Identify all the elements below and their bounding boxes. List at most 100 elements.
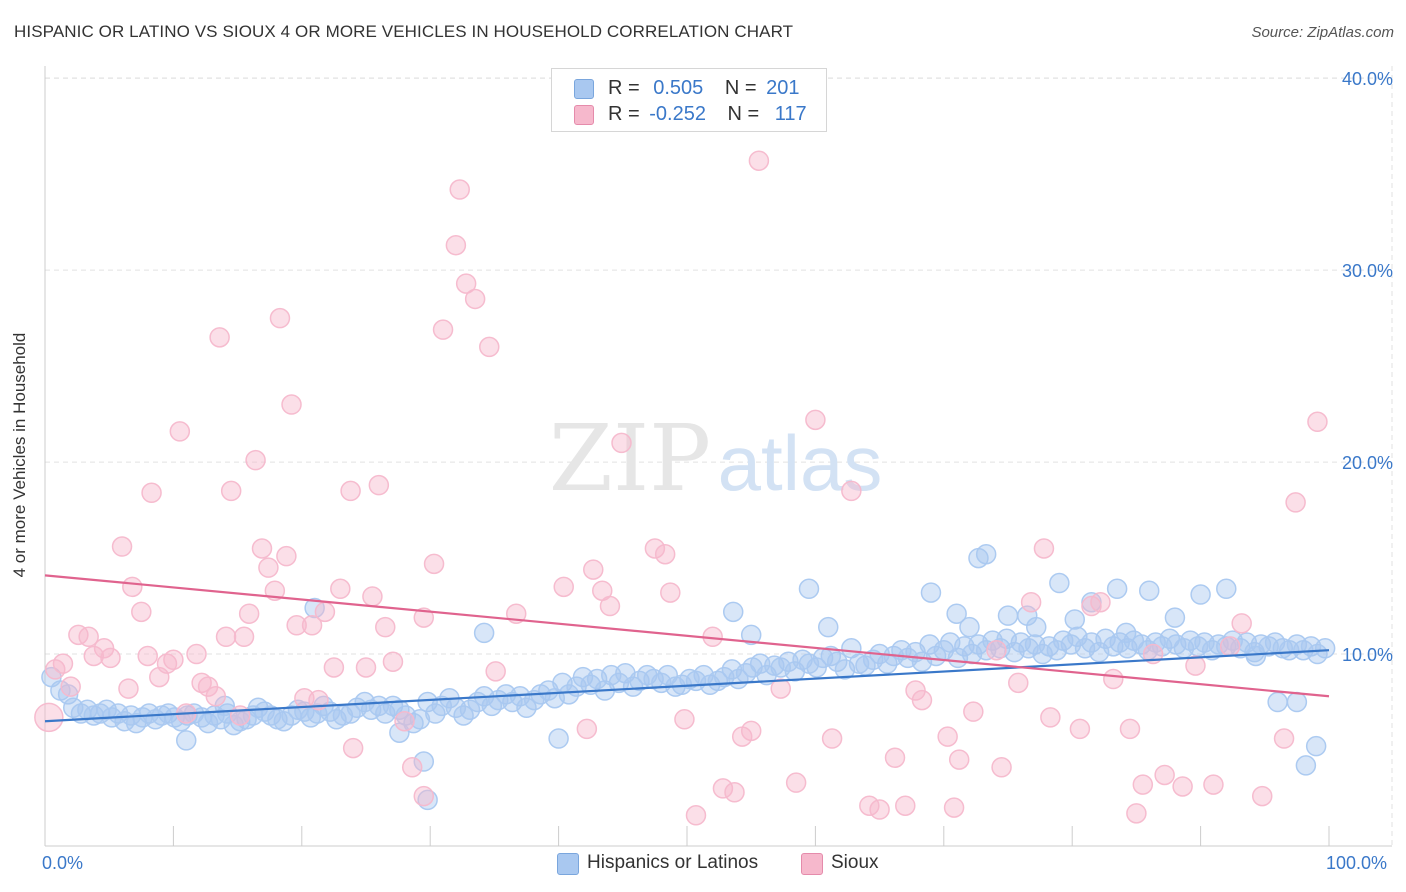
data-point <box>724 782 745 803</box>
data-point <box>281 394 302 415</box>
watermark-atlas: atlas <box>718 419 883 507</box>
data-point <box>163 649 184 671</box>
data-point <box>657 664 678 686</box>
data-point <box>1305 735 1327 757</box>
data-point <box>946 603 967 624</box>
data-point <box>1164 607 1186 628</box>
data-point <box>78 626 99 648</box>
data-point <box>175 730 197 751</box>
source-label: Source: ZipAtlas.com <box>1251 24 1394 41</box>
data-point <box>258 557 279 578</box>
y-tick-labels: 10.0% 20.0% 30.0% 40.0% <box>1342 69 1393 665</box>
data-point <box>122 576 143 598</box>
data-point <box>330 578 351 600</box>
data-point <box>413 751 435 772</box>
data-point <box>937 726 958 747</box>
data-point <box>169 421 191 442</box>
data-point <box>817 616 839 638</box>
data-point <box>1314 638 1336 659</box>
trend-line-hispanic <box>44 649 1330 723</box>
data-point <box>770 678 791 699</box>
data-point <box>1033 538 1055 559</box>
data-point <box>1154 764 1175 786</box>
data-point <box>1132 774 1154 795</box>
data-point <box>1103 668 1124 690</box>
data-point <box>401 757 423 778</box>
data-point <box>553 576 574 598</box>
data-point <box>712 778 734 799</box>
data-point <box>209 327 230 348</box>
data-point <box>1219 636 1241 657</box>
data-point <box>986 639 1007 661</box>
data-point <box>217 703 238 724</box>
bottom-legend-swatch-sioux <box>801 853 823 875</box>
data-point <box>1159 628 1181 649</box>
data-point <box>611 432 632 454</box>
data-point <box>740 624 762 646</box>
x-tick-label-max: 100.0% <box>1326 853 1388 873</box>
bottom-legend-label-hispanic: Hispanics or Latinos <box>587 852 759 873</box>
data-point <box>576 718 598 740</box>
data-point <box>156 653 178 674</box>
data-point <box>164 707 185 728</box>
data-point <box>382 651 404 672</box>
legend-r-value: -0.252 <box>649 103 706 125</box>
data-point <box>362 586 383 607</box>
data-point <box>821 728 843 749</box>
watermark-zip: ZIP <box>549 405 711 512</box>
data-point <box>233 626 255 648</box>
y-tick-label: 10.0% <box>1342 645 1393 665</box>
x-tick-label-min: 0.0% <box>42 853 84 873</box>
data-point <box>1008 672 1029 694</box>
data-point <box>269 307 291 329</box>
data-point <box>1307 411 1328 433</box>
data-point <box>826 651 848 672</box>
data-point <box>622 676 644 697</box>
data-point <box>1020 591 1042 613</box>
data-point <box>137 645 158 667</box>
data-point <box>409 709 431 730</box>
legend-n-label: N = <box>727 103 760 125</box>
data-point <box>943 797 965 818</box>
data-point <box>1025 616 1047 638</box>
data-point <box>1190 584 1211 605</box>
y-tick-label: 40.0% <box>1342 69 1393 89</box>
data-point <box>34 702 64 733</box>
data-point <box>722 601 744 623</box>
data-point <box>251 538 273 559</box>
data-point <box>805 409 826 431</box>
data-point <box>1203 774 1224 795</box>
data-point <box>959 616 980 638</box>
data-point <box>432 319 454 340</box>
legend-n-value: 201 <box>766 77 800 99</box>
data-point <box>558 684 580 705</box>
data-point <box>413 607 435 628</box>
bottom-legend-label-sioux: Sioux <box>831 852 879 873</box>
data-point <box>740 720 762 742</box>
data-point <box>997 605 1019 626</box>
data-point <box>205 686 227 707</box>
data-point <box>245 449 266 471</box>
data-point <box>100 647 121 669</box>
data-point <box>1115 622 1137 644</box>
data-point <box>485 661 506 682</box>
bottom-legend-swatch-hispanic <box>557 853 579 875</box>
legend-r-label: R = <box>608 77 640 99</box>
data-point <box>654 543 676 565</box>
data-point <box>548 728 569 749</box>
data-point <box>300 707 322 728</box>
data-point <box>884 747 906 768</box>
y-tick-label: 20.0% <box>1342 453 1393 473</box>
correlation-legend: R = 0.505 N = 201 R = -0.252 N = 117 <box>551 68 827 132</box>
data-point <box>1285 492 1306 513</box>
data-point <box>1273 728 1295 749</box>
data-point <box>473 622 495 644</box>
data-point <box>991 757 1012 778</box>
data-point <box>423 553 445 575</box>
data-point <box>340 480 361 502</box>
data-point <box>1090 591 1111 613</box>
data-point <box>394 710 415 732</box>
legend-swatch-hispanic <box>574 79 594 99</box>
trend-line-sioux <box>44 574 1330 698</box>
data-point <box>375 616 396 638</box>
